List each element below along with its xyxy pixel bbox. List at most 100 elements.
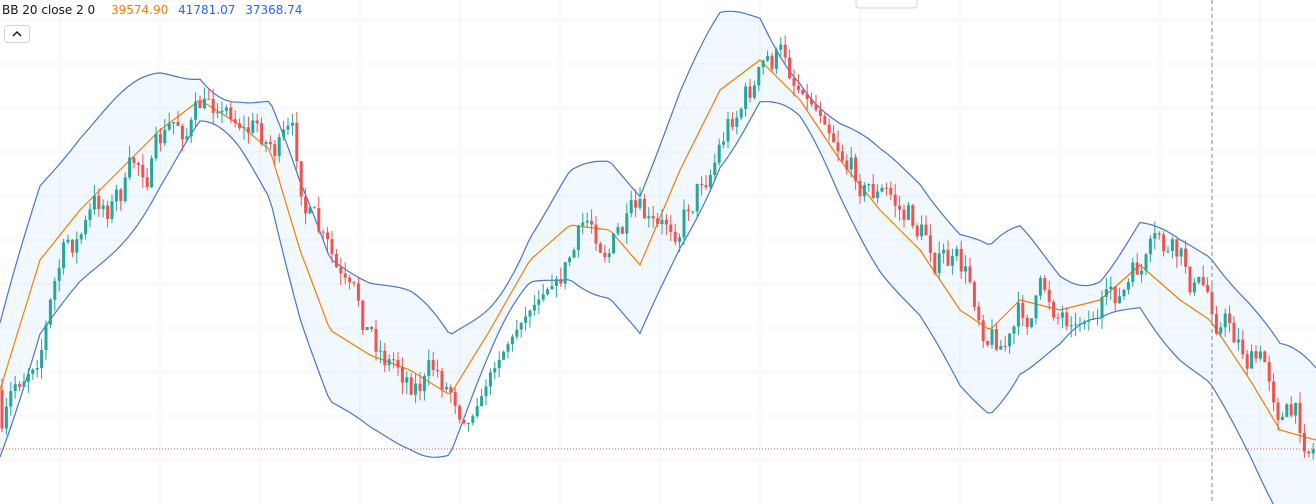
lower-value: 37368.74 bbox=[245, 3, 303, 17]
candle-body bbox=[607, 253, 611, 258]
candle-body bbox=[814, 104, 818, 110]
candle-body bbox=[656, 218, 660, 224]
candle-body bbox=[805, 94, 809, 99]
candle-body bbox=[84, 219, 88, 235]
candle-body bbox=[422, 376, 426, 392]
candle-body bbox=[827, 124, 831, 134]
candle-body bbox=[348, 277, 352, 283]
candle-body bbox=[700, 183, 704, 186]
candle-body bbox=[1021, 302, 1025, 318]
candle-body bbox=[79, 234, 83, 240]
candle-body bbox=[370, 326, 374, 330]
candle-body bbox=[207, 98, 211, 100]
candle-body bbox=[1069, 325, 1073, 327]
candle-body bbox=[810, 98, 814, 105]
candle-body bbox=[97, 195, 101, 210]
candle-body bbox=[1113, 286, 1117, 303]
candle-body bbox=[999, 346, 1003, 350]
candle-body bbox=[31, 369, 35, 374]
candle-body bbox=[304, 196, 308, 214]
candle-body bbox=[1003, 346, 1007, 348]
candle-body bbox=[163, 129, 167, 144]
candle-body bbox=[326, 232, 330, 240]
candle-body bbox=[629, 200, 633, 214]
candle-body bbox=[1034, 295, 1038, 319]
candle-body bbox=[246, 127, 250, 133]
candle-body bbox=[132, 157, 136, 164]
candle-body bbox=[392, 359, 396, 361]
candle-body bbox=[871, 183, 875, 199]
candle-body bbox=[726, 119, 730, 142]
candle-body bbox=[141, 164, 145, 178]
candle-body bbox=[1078, 323, 1082, 325]
candle-body bbox=[739, 108, 743, 118]
candle-body bbox=[224, 107, 228, 111]
candle-body bbox=[70, 239, 74, 253]
candle-body bbox=[730, 119, 734, 127]
candle-body bbox=[1082, 321, 1086, 324]
candle-body bbox=[1153, 233, 1157, 239]
candle-body bbox=[1192, 282, 1196, 293]
candle-body bbox=[1016, 302, 1020, 327]
candle-body bbox=[664, 219, 668, 225]
candle-body bbox=[167, 123, 171, 130]
candle-body bbox=[933, 252, 937, 273]
candle-body bbox=[466, 422, 470, 424]
candle-body bbox=[180, 125, 184, 140]
indicator-name: BB 20 close 2 0 bbox=[2, 3, 96, 17]
candle-body bbox=[202, 98, 206, 109]
candle-body bbox=[515, 329, 519, 337]
candle-body bbox=[946, 249, 950, 266]
candle-body bbox=[216, 112, 220, 114]
candle-body bbox=[312, 207, 316, 209]
candle-body bbox=[334, 253, 338, 268]
candle-body bbox=[1135, 262, 1139, 275]
candle-body bbox=[1311, 449, 1315, 454]
candle-body bbox=[845, 160, 849, 170]
candle-body bbox=[0, 390, 4, 429]
candle-body bbox=[744, 86, 748, 109]
candle-body bbox=[981, 320, 985, 342]
candle-body bbox=[568, 257, 572, 263]
candle-body bbox=[35, 368, 39, 370]
candle-body bbox=[308, 207, 312, 214]
candle-body bbox=[1298, 402, 1302, 433]
candle-body bbox=[717, 144, 721, 163]
candle-body bbox=[431, 360, 435, 370]
candle-body bbox=[1166, 250, 1170, 252]
candles bbox=[0, 35, 1315, 460]
candle-body bbox=[18, 384, 22, 387]
candle-body bbox=[66, 239, 70, 243]
candle-body bbox=[695, 183, 699, 212]
candle-body bbox=[766, 55, 770, 61]
candle-body bbox=[612, 233, 616, 254]
candle-body bbox=[576, 225, 580, 251]
candle-body bbox=[1254, 351, 1258, 359]
candle-body bbox=[603, 252, 607, 258]
candle-body bbox=[986, 341, 990, 345]
candle-body bbox=[1223, 313, 1227, 328]
candle-body bbox=[1206, 284, 1210, 292]
candle-body bbox=[123, 177, 127, 201]
candle-body bbox=[752, 85, 756, 98]
candle-body bbox=[541, 294, 545, 300]
candle-body bbox=[1043, 278, 1047, 290]
candle-body bbox=[1272, 381, 1276, 403]
candle-body bbox=[1236, 339, 1240, 343]
candle-body bbox=[862, 185, 866, 197]
candle-body bbox=[1008, 333, 1012, 347]
candle-body bbox=[436, 369, 440, 371]
candle-body bbox=[528, 310, 532, 317]
candle-body bbox=[1294, 402, 1298, 416]
upper-value: 41781.07 bbox=[178, 3, 236, 17]
candle-body bbox=[154, 133, 158, 159]
candle-body bbox=[75, 239, 79, 253]
candle-body bbox=[1302, 432, 1306, 452]
candle-body bbox=[449, 387, 453, 393]
candle-body bbox=[233, 119, 237, 124]
collapse-button[interactable] bbox=[4, 25, 30, 43]
candle-body bbox=[418, 383, 422, 392]
candle-body bbox=[1087, 320, 1091, 322]
candle-body bbox=[840, 151, 844, 161]
